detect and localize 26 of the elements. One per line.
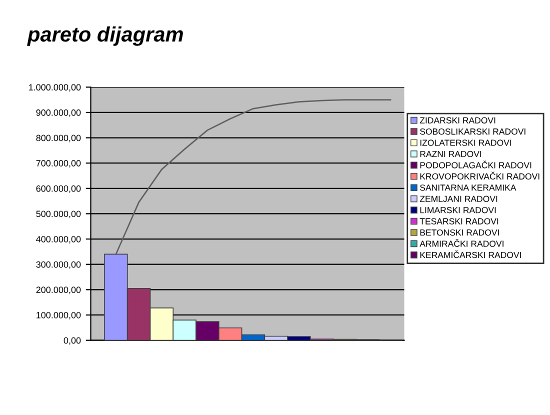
legend-label: PODOPOLAGAČKI RADOVI bbox=[420, 160, 532, 168]
legend-label: ZEMLJANI RADOVI bbox=[420, 196, 498, 202]
legend-label: KERAMIČARSKI RADOVI bbox=[420, 250, 521, 258]
y-tick-label: 400.000,00 bbox=[36, 236, 81, 244]
y-tick-label: 900.000,00 bbox=[36, 109, 81, 117]
y-tick-label: 0,00 bbox=[64, 337, 81, 345]
legend-label: ARMIRAČKI RADOVI bbox=[420, 239, 504, 247]
y-tick-label: 100.000,00 bbox=[36, 312, 81, 320]
legend-label: KROVOPOKRIVAČKI RADOVI bbox=[420, 172, 540, 180]
chart-title: pareto dijagram bbox=[27, 26, 183, 46]
y-tick-label: 200.000,00 bbox=[36, 286, 81, 294]
y-tick-label: 700.000,00 bbox=[36, 160, 81, 168]
legend-label: BETONSKI RADOVI bbox=[420, 229, 499, 236]
y-tick-label: 300.000,00 bbox=[36, 261, 81, 269]
legend-label: SANITARNA KERAMIKA bbox=[420, 184, 516, 191]
y-tick-label: 1.000.000,00 bbox=[29, 84, 81, 92]
legend-label: RAZNI RADOVI bbox=[420, 150, 482, 158]
line-series bbox=[115, 99, 392, 255]
legend-label: LIMARSKI RADOVI bbox=[420, 207, 496, 214]
legend-label: ZIDARSKI RADOVI bbox=[420, 117, 496, 124]
y-tick-label: 600.000,00 bbox=[36, 185, 81, 193]
legend-label: IZOLATERSKI RADOVI bbox=[420, 140, 512, 146]
y-tick-label: 800.000,00 bbox=[36, 134, 81, 142]
legend-label: TESARSKI RADOVI bbox=[420, 218, 498, 224]
y-tick-label: 500.000,00 bbox=[36, 210, 81, 218]
legend-label: SOBOSLIKARSKI RADOVI bbox=[420, 128, 526, 135]
